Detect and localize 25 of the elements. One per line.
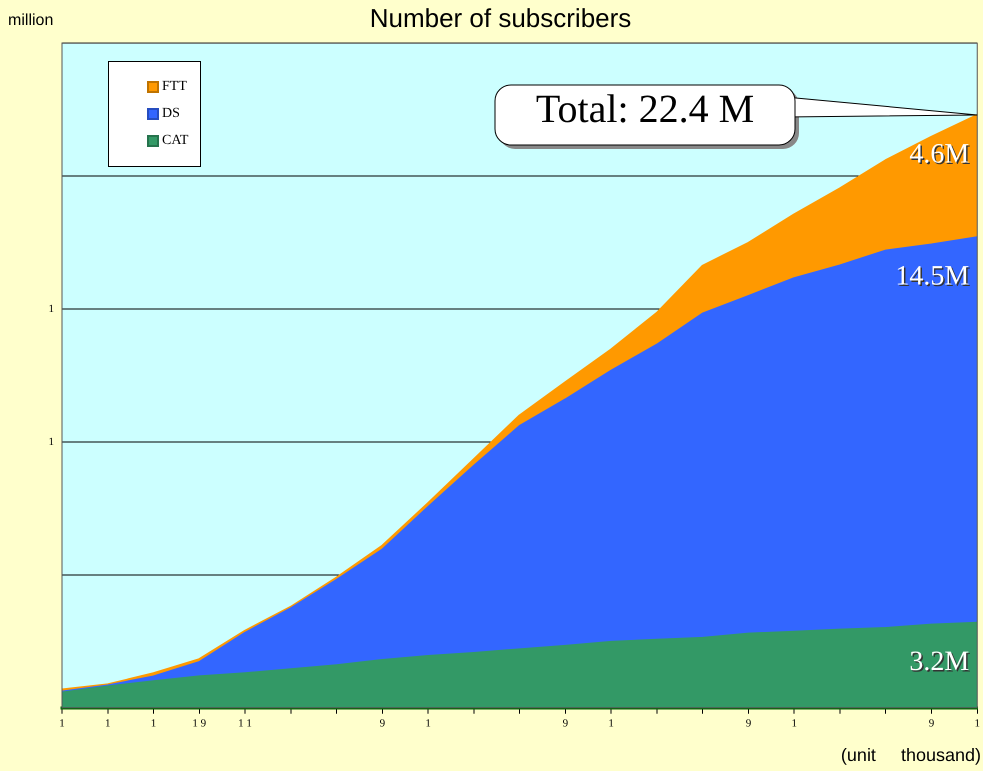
x-tick-label: 9 [746,717,752,730]
x-tick-label: 1 [608,717,614,730]
chart-title: Number of subscribers [370,2,632,33]
text: 1 [48,302,54,316]
data-label: 14.5M [895,260,970,292]
x-tick-label: 1 9 [192,717,207,730]
text: 1 [48,434,54,449]
x-tick-label: 9 [928,717,935,730]
data-label: 4.6M [909,138,970,170]
x-tick-label: 1 [150,717,156,730]
legend-label: CAT [161,133,188,150]
x-tick-label: 1 [791,717,797,730]
legend-label: DS [161,106,181,122]
x-tick-label: 1 [974,717,980,730]
data-label: 3.2M [909,646,970,678]
x-tick-label: 1 [105,717,111,730]
x-tick-label: 1 1 [238,717,252,730]
x-tick-label: 9 [562,717,569,730]
x-tick-label: 1 [425,717,431,730]
x-tick-label: 9 [380,717,386,730]
text: (unit thousand) [840,745,981,766]
legend-label: FTT [161,79,188,96]
annotation: Total: 22.4 M [495,84,795,145]
y-axis-title: million [8,12,54,30]
x-tick-label: 1 [59,717,65,730]
